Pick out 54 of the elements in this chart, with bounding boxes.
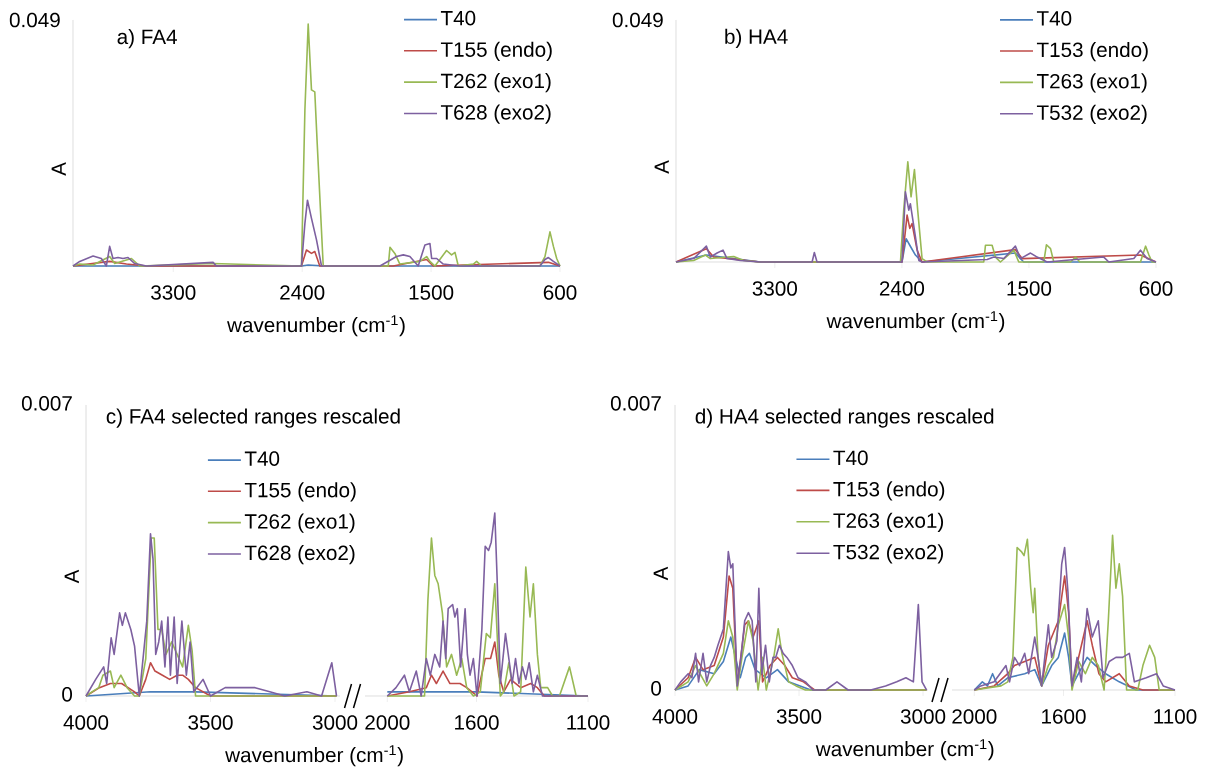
y-tick-label: 0.007	[610, 396, 661, 411]
x-tick-label: 3500	[188, 715, 233, 730]
x-tick-label: 1500	[1007, 281, 1052, 296]
chart-title: d) HA4 selected ranges rescaled	[695, 408, 994, 428]
x-axis-title: wavenumber (cm$^{-1}$)	[815, 739, 994, 761]
x-tick-label: 4000	[652, 709, 698, 724]
y-tick-label: 0.007	[21, 396, 72, 411]
legend-label: T628 (exo2)	[244, 545, 355, 565]
legend-label: T263 (exo1)	[833, 512, 944, 533]
legend-label: T262 (exo1)	[440, 73, 551, 93]
x-axis-title: wavenumber (cm$^{-1}$)	[227, 315, 405, 337]
y-tick-label: 0	[651, 681, 662, 696]
y-tick-label: 0	[62, 687, 73, 702]
x-tick-label: 1600	[455, 715, 499, 730]
x-tick-label: 1500	[409, 285, 454, 300]
legend-label: T155 (endo)	[244, 482, 356, 502]
x-axis-title: wavenumber (cm$^{-1}$)	[225, 745, 403, 767]
x-tick-label: 2000	[365, 715, 410, 730]
x-tick-label: 2000	[952, 709, 997, 724]
text: 0.049	[9, 12, 60, 28]
x-tick-label: 1600	[1042, 709, 1086, 724]
x-tick-label: 600	[1139, 281, 1173, 296]
legend-label: T40	[440, 10, 476, 26]
legend-label: T263 (exo1)	[1036, 73, 1147, 93]
legend-label: T153 (endo)	[833, 481, 945, 501]
x-tick-label: 1100	[567, 715, 610, 730]
y-axis-title: A	[653, 566, 668, 581]
chart-title: c) FA4 selected ranges rescaled	[106, 408, 400, 428]
legend-label: T262 (exo1)	[244, 513, 355, 533]
legend-label: T40	[833, 450, 868, 466]
chart-title: b) HA4	[725, 28, 788, 49]
x-tick-label: 2400	[280, 285, 325, 300]
x-axis-title: wavenumber (cm$^{-1}$)	[826, 311, 1005, 333]
x-tick-label: 600	[543, 285, 577, 300]
legend-label: T153 (endo)	[1036, 41, 1148, 62]
legend-label: T40	[244, 451, 280, 466]
x-tick-label: 2400	[879, 281, 925, 296]
y-axis-title: A	[64, 569, 79, 584]
x-tick-label: 3300	[151, 285, 196, 300]
x-tick-label: 3000	[900, 709, 946, 724]
x-tick-label: 3000	[312, 715, 358, 730]
x-tick-label: 4000	[63, 715, 109, 730]
x-tick-label: 3500	[776, 709, 822, 724]
legend-label: T532 (exo2)	[833, 544, 944, 564]
legend-label: T532 (exo2)	[1036, 104, 1147, 125]
legend-label: T628 (exo2)	[440, 104, 551, 124]
legend-label: T40	[1036, 11, 1072, 26]
y-axis-title: A	[654, 160, 669, 174]
x-tick-label: 1100	[1154, 709, 1197, 724]
legend-label: T155 (endo)	[440, 41, 552, 61]
chart-title: a) FA4	[117, 28, 177, 49]
x-tick-label: 3300	[752, 281, 797, 296]
y-axis-title: A	[51, 162, 66, 176]
text: 0.049	[612, 12, 663, 28]
